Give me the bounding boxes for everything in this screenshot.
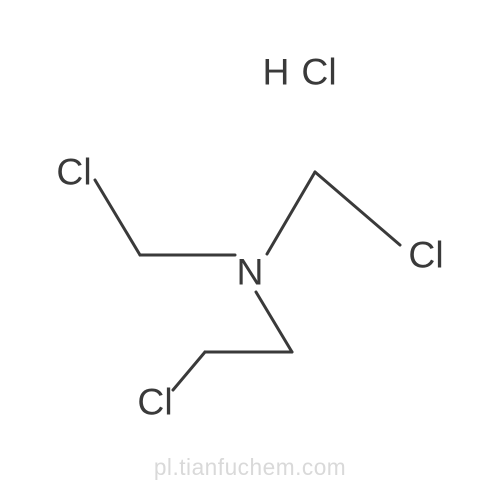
atom-hcl-h: H [263,53,290,90]
atom-cl-right: Cl [408,236,443,273]
atom-hcl-cl: Cl [301,53,336,90]
structure-canvas: H Cl Cl Cl Cl N pl.tianfuchem.com [0,0,500,500]
watermark-text: pl.tianfuchem.com [154,454,346,481]
atom-cl-bottom: Cl [137,383,172,420]
atom-cl-left: Cl [56,153,91,190]
atom-n-center: N [237,253,264,290]
